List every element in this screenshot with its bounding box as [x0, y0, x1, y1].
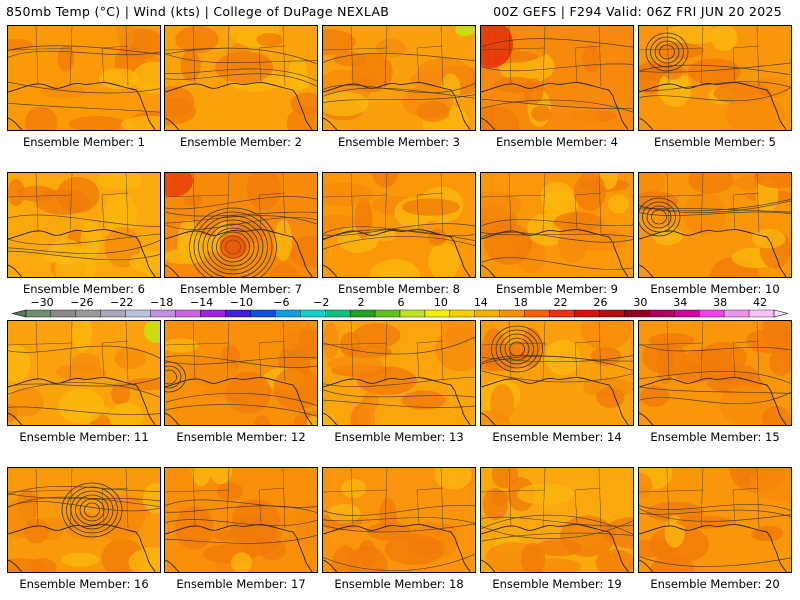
ensemble-member-map	[164, 467, 318, 573]
colorbar-swatch	[624, 309, 650, 318]
colorbar-swatch	[200, 309, 226, 318]
ensemble-member-map	[7, 172, 161, 278]
ensemble-member-label: Ensemble Member: 19	[492, 577, 622, 591]
colorbar-tick-label: 22	[554, 296, 568, 309]
ensemble-member-label: Ensemble Member: 2	[180, 135, 302, 149]
ensemble-member-label: Ensemble Member: 4	[496, 135, 618, 149]
ensemble-member-label: Ensemble Member: 14	[492, 430, 622, 444]
colorbar-swatch	[125, 309, 151, 318]
colorbar-swatch	[474, 309, 500, 318]
ensemble-member-label: Ensemble Member: 17	[176, 577, 306, 591]
colorbar-tick-label: 14	[474, 296, 488, 309]
colorbar-tick-label: 38	[713, 296, 727, 309]
ensemble-member-map	[322, 25, 476, 131]
ensemble-member-map	[322, 320, 476, 426]
colorbar-tick-label: −22	[110, 296, 133, 309]
colorbar-swatch	[175, 309, 201, 318]
ensemble-member-label: Ensemble Member: 11	[19, 430, 149, 444]
colorbar-swatch	[674, 309, 700, 318]
ensemble-member-map	[638, 467, 792, 573]
colorbar-swatch	[574, 309, 600, 318]
ensemble-member-map	[164, 172, 318, 278]
colorbar-swatch	[499, 309, 525, 318]
ensemble-member-label: Ensemble Member: 10	[650, 282, 780, 296]
ensemble-member-label: Ensemble Member: 3	[338, 135, 460, 149]
ensemble-member-map	[322, 172, 476, 278]
ensemble-member-label: Ensemble Member: 5	[654, 135, 776, 149]
colorbar-tick-label: 6	[398, 296, 405, 309]
colorbar-swatch	[449, 309, 476, 318]
colorbar-swatch	[225, 309, 251, 318]
colorbar-swatch	[424, 309, 451, 318]
colorbar-swatch	[275, 309, 301, 318]
ensemble-member-label: Ensemble Member: 8	[338, 282, 460, 296]
ensemble-member-map	[638, 172, 792, 278]
colorbar-swatch	[649, 309, 675, 318]
ensemble-member-map	[480, 172, 634, 278]
colorbar-tick-label: −14	[190, 296, 213, 309]
ensemble-member-map	[638, 320, 792, 426]
ensemble-member-label: Ensemble Member: 13	[334, 430, 464, 444]
colorbar-swatch	[50, 309, 77, 318]
ensemble-member-map	[7, 467, 161, 573]
colorbar-tick-label: −18	[150, 296, 173, 309]
colorbar-swatch	[524, 309, 550, 318]
colorbar-tick-label: −2	[313, 296, 329, 309]
colorbar-swatch	[25, 309, 52, 318]
colorbar-tick-label: 26	[594, 296, 608, 309]
colorbar-swatch	[549, 309, 575, 318]
title-right: 00Z GEFS | F294 Valid: 06Z FRI JUN 20 20…	[493, 4, 782, 19]
colorbar-tick-label: 2	[358, 296, 365, 309]
colorbar-swatch	[748, 309, 775, 318]
colorbar-tick-label: −6	[273, 296, 289, 309]
colorbar-swatch	[75, 309, 102, 318]
title-left: 850mb Temp (°C) | Wind (kts) | College o…	[6, 4, 390, 19]
colorbar-tick-label: 18	[514, 296, 528, 309]
colorbar-tick-label: 42	[753, 296, 767, 309]
ensemble-member-map	[164, 25, 318, 131]
colorbar-swatch	[374, 309, 401, 318]
ensemble-member-label: Ensemble Member: 20	[650, 577, 780, 591]
colorbar-tick-label: −26	[70, 296, 93, 309]
ensemble-member-map	[638, 25, 792, 131]
ensemble-member-label: Ensemble Member: 12	[176, 430, 306, 444]
colorbar-tick-label: −10	[230, 296, 253, 309]
colorbar-swatch	[599, 309, 625, 318]
colorbar-swatch	[100, 309, 126, 318]
colorbar-tick-label: 30	[633, 296, 647, 309]
ensemble-member-label: Ensemble Member: 1	[23, 135, 145, 149]
colorbar-swatch	[349, 309, 376, 318]
temperature-colorbar: −30 −26 −22 −18 −14 −10 −6 −2 2 6 10 14 18 22 26 30 34 38…	[11, 296, 789, 318]
colorbar-tick-label: 10	[434, 296, 448, 309]
ensemble-member-map	[164, 320, 318, 426]
colorbar-tick-label: −30	[30, 296, 53, 309]
colorbar-swatch	[699, 309, 725, 318]
ensemble-member-map	[322, 467, 476, 573]
colorbar-swatch	[399, 309, 426, 318]
colorbar-swatch	[150, 309, 176, 318]
ensemble-member-label: Ensemble Member: 16	[19, 577, 149, 591]
colorbar-swatch	[325, 309, 351, 318]
colorbar-arrow-high	[773, 309, 789, 318]
colorbar-swatch	[300, 309, 326, 318]
ensemble-member-map	[7, 25, 161, 131]
ensemble-member-map	[480, 320, 634, 426]
ensemble-member-map	[480, 467, 634, 573]
ensemble-member-map	[7, 320, 161, 426]
ensemble-member-map	[480, 25, 634, 131]
colorbar-swatch	[250, 309, 276, 318]
colorbar-swatch	[723, 309, 750, 318]
ensemble-member-label: Ensemble Member: 7	[180, 282, 302, 296]
ensemble-member-label: Ensemble Member: 9	[496, 282, 618, 296]
colorbar-arrow-low	[11, 309, 27, 318]
ensemble-member-label: Ensemble Member: 15	[650, 430, 780, 444]
ensemble-member-label: Ensemble Member: 18	[334, 577, 464, 591]
colorbar-tick-label: 34	[673, 296, 687, 309]
ensemble-member-label: Ensemble Member: 6	[23, 282, 145, 296]
